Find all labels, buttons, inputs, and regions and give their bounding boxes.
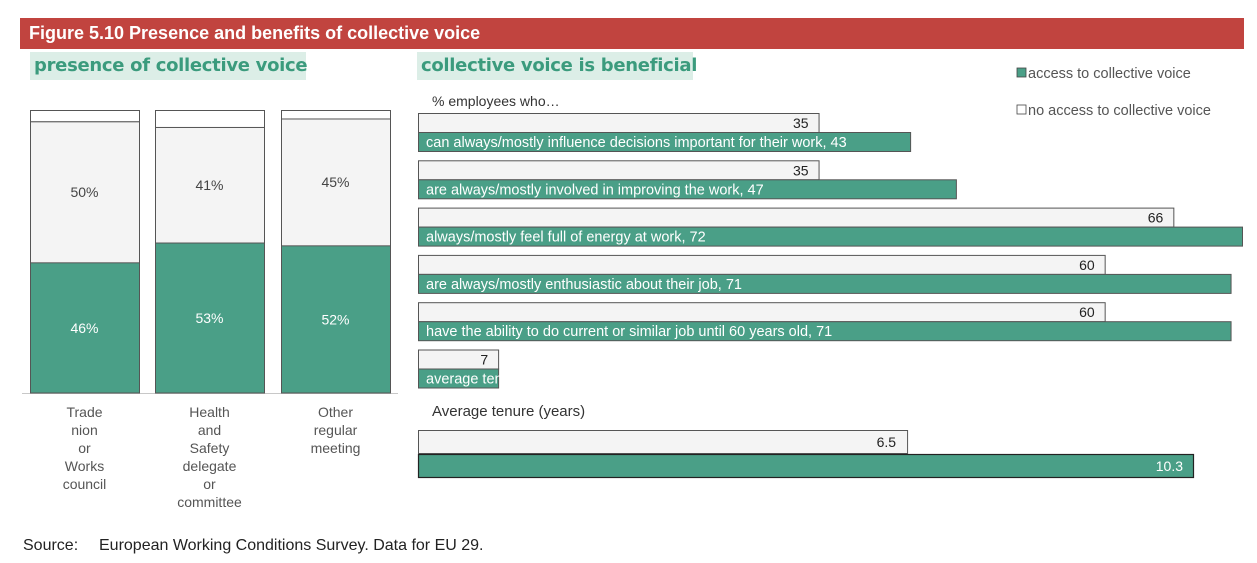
category-tick-label: meeting	[311, 440, 361, 456]
bar-segment-other	[30, 110, 140, 123]
category-tick-label: Health	[189, 404, 229, 420]
bar-label-access: are always/mostly involved in improving …	[426, 182, 764, 198]
category-tick-label: or	[203, 476, 216, 492]
bar-no-access	[418, 160, 820, 181]
legend-label-access: access to collective voice	[1028, 66, 1191, 82]
category-tick-label: nion	[71, 422, 97, 438]
category-tick-label: delegate	[183, 458, 237, 474]
bar-segment-absent	[30, 121, 140, 264]
category-tick-label: committee	[177, 494, 242, 510]
bar-label-absent: 50%	[70, 184, 98, 200]
bar-label-present: 53%	[195, 310, 223, 326]
bar-access	[418, 226, 1243, 247]
category-tick-label: regular	[314, 422, 358, 438]
bar-label-access: can always/mostly influence decisions im…	[426, 135, 847, 151]
legend-swatch-no-access	[1016, 104, 1027, 115]
bar-access	[418, 321, 1232, 342]
tenure-bar-no-access	[418, 430, 909, 454]
value-label-no-access: 66	[1148, 210, 1164, 226]
category-tick-label: Works	[65, 458, 104, 474]
right-subtitle: % employees who…	[432, 93, 560, 109]
value-label-no-access: 35	[793, 115, 809, 131]
category-tick-label: Other	[318, 404, 353, 420]
bar-label-present: 52%	[321, 311, 349, 327]
value-label-no-access: 35	[793, 162, 809, 178]
figure-title-bar: Figure 5.10 Presence and benefits of col…	[20, 18, 1244, 49]
value-label-no-access: 60	[1079, 257, 1095, 273]
bar-segment-absent	[281, 118, 391, 247]
bar-label-absent: 41%	[195, 177, 223, 193]
tenure-bar-access	[417, 453, 1195, 479]
category-tick-label: and	[198, 422, 221, 438]
left-panel-title: presence of collective voice	[30, 52, 308, 80]
bar-no-access	[418, 254, 1106, 275]
bar-segment-other	[281, 110, 391, 120]
tenure-value-access: 10.3	[1156, 458, 1183, 474]
value-label-no-access: 60	[1079, 304, 1095, 320]
category-tick-label: council	[63, 476, 107, 492]
bar-access	[418, 273, 1232, 294]
tenure-value-no-access: 6.5	[877, 434, 897, 450]
category-tick-label: Trade	[66, 404, 102, 420]
category-tick-label: or	[78, 440, 91, 456]
bar-segment-present	[281, 245, 391, 394]
bar-access	[418, 132, 912, 152]
bar-no-access	[418, 113, 820, 133]
value-label-no-access: 7	[480, 352, 488, 368]
bar-no-access	[418, 302, 1106, 323]
bar-segment-other	[155, 110, 265, 128]
bar-access	[418, 179, 957, 200]
tenure-title: Average tenure (years)	[432, 403, 585, 420]
right-panel-title: collective voice is beneficial	[417, 52, 697, 80]
bar-label-access: average tenure	[426, 372, 524, 388]
bar-label-present: 46%	[70, 320, 98, 336]
bar-segment-absent	[155, 126, 265, 245]
bar-access	[418, 368, 500, 389]
legend-label-no-access: no access to collective voice	[1028, 103, 1211, 119]
legend-swatch-access	[1016, 67, 1027, 78]
source-text: European Working Conditions Survey. Data…	[99, 537, 484, 554]
source-label: Source:	[23, 537, 79, 554]
bar-segment-present	[155, 242, 265, 394]
bar-label-access: always/mostly feel full of energy at wor…	[426, 230, 706, 246]
figure-title: Figure 5.10 Presence and benefits of col…	[29, 23, 481, 43]
bar-label-access: are always/mostly enthusiastic about the…	[426, 277, 742, 293]
bar-label-absent: 45%	[321, 174, 349, 190]
bar-segment-present	[30, 262, 140, 394]
bar-no-access	[418, 207, 1175, 228]
category-tick-label: Safety	[190, 440, 230, 456]
bar-label-access: have the ability to do current or simila…	[426, 324, 832, 340]
